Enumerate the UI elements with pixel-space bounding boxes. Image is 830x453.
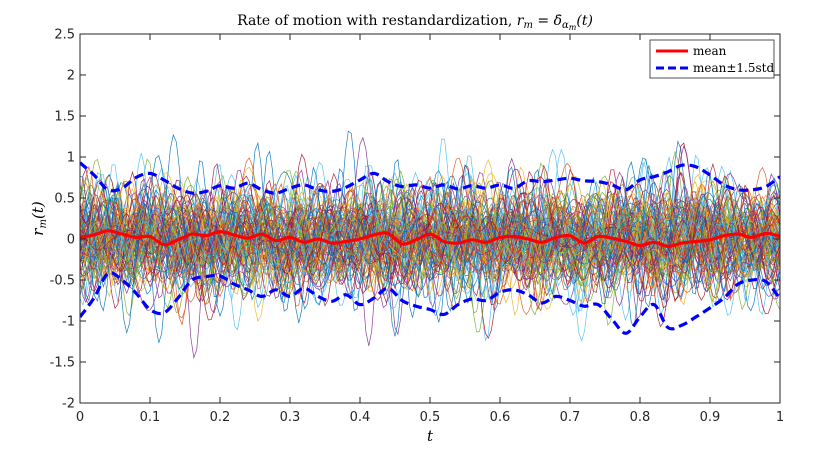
x-tick-label: 0.2 — [210, 410, 231, 425]
x-tick-label: 0 — [76, 410, 84, 425]
plot-area — [79, 33, 781, 404]
y-tick-label: -1.5 — [50, 356, 75, 371]
x-axis-label: t — [427, 427, 434, 445]
x-tick-label: 0.1 — [140, 410, 161, 425]
y-tick-label: 0 — [67, 233, 75, 248]
background-trace — [80, 136, 780, 359]
chart-title: Rate of motion with restandardization, r… — [237, 13, 593, 32]
x-tick-label: 0.7 — [560, 410, 581, 425]
y-tick-label: 2.5 — [54, 28, 75, 43]
chart-title-lhs: r — [517, 13, 525, 29]
series-mean-1-5std-line — [80, 271, 780, 335]
series-layer — [80, 161, 780, 335]
y-tick-label: -1 — [62, 315, 75, 330]
chart-title-arg: (t) — [576, 13, 593, 29]
background-trace — [80, 165, 780, 326]
chart-title-lhs-sub: m — [523, 20, 532, 31]
legend-mean-label: mean — [693, 44, 727, 58]
legend-box — [649, 39, 775, 79]
y-tick-label: 0.5 — [54, 192, 75, 207]
series-mean-line — [80, 229, 780, 248]
legend: mean mean±1.5std — [649, 39, 775, 79]
background-trace — [80, 178, 780, 311]
y-tick-label: -0.5 — [50, 274, 75, 289]
y-axis-label: rm(t) — [29, 201, 49, 236]
background-trace — [80, 130, 780, 337]
x-tick-label: 0.9 — [700, 410, 721, 425]
x-tick-label: 0.3 — [280, 410, 301, 425]
background-trace — [80, 174, 780, 299]
y-tick-label: 1.5 — [54, 110, 75, 125]
y-axis-label-main: r — [29, 228, 47, 236]
x-tick-label: 1 — [776, 410, 784, 425]
background-trace — [80, 157, 780, 319]
legend-std-label: mean±1.5std — [693, 61, 774, 75]
background-trace — [80, 154, 780, 299]
background-trace — [80, 204, 780, 269]
x-tick-label: 0.8 — [630, 410, 651, 425]
x-tick-label: 0.6 — [490, 410, 511, 425]
background-trace — [80, 173, 780, 301]
chart-title-prefix: Rate of motion with restandardization, — [237, 13, 517, 29]
y-axis-label-sub: m — [38, 219, 49, 228]
y-tick-label: -2 — [62, 397, 75, 412]
series-mean-1-5std-line — [80, 161, 780, 195]
x-tick-label: 0.5 — [420, 410, 441, 425]
background-trace — [80, 192, 780, 288]
x-tick-label: 0.4 — [350, 410, 371, 425]
y-axis: -2 -1.5 -1 -0.5 0 0.5 1 1.5 2 2.5 — [50, 28, 780, 412]
y-tick-label: 2 — [67, 69, 75, 84]
background-trace — [80, 178, 780, 300]
y-tick-label: 1 — [67, 151, 75, 166]
background-traces — [80, 130, 780, 359]
chart-title-delta: δ̇ — [554, 13, 562, 29]
x-axis: 0 0.1 0.2 0.3 0.4 0.5 0.6 0.7 0.8 0.9 1 — [76, 34, 784, 425]
y-axis-label-arg: (t) — [29, 201, 47, 219]
chart-title-delta-sub: α — [562, 20, 569, 31]
chart-title-delta-subsub: m — [569, 23, 577, 32]
background-trace — [80, 158, 780, 322]
